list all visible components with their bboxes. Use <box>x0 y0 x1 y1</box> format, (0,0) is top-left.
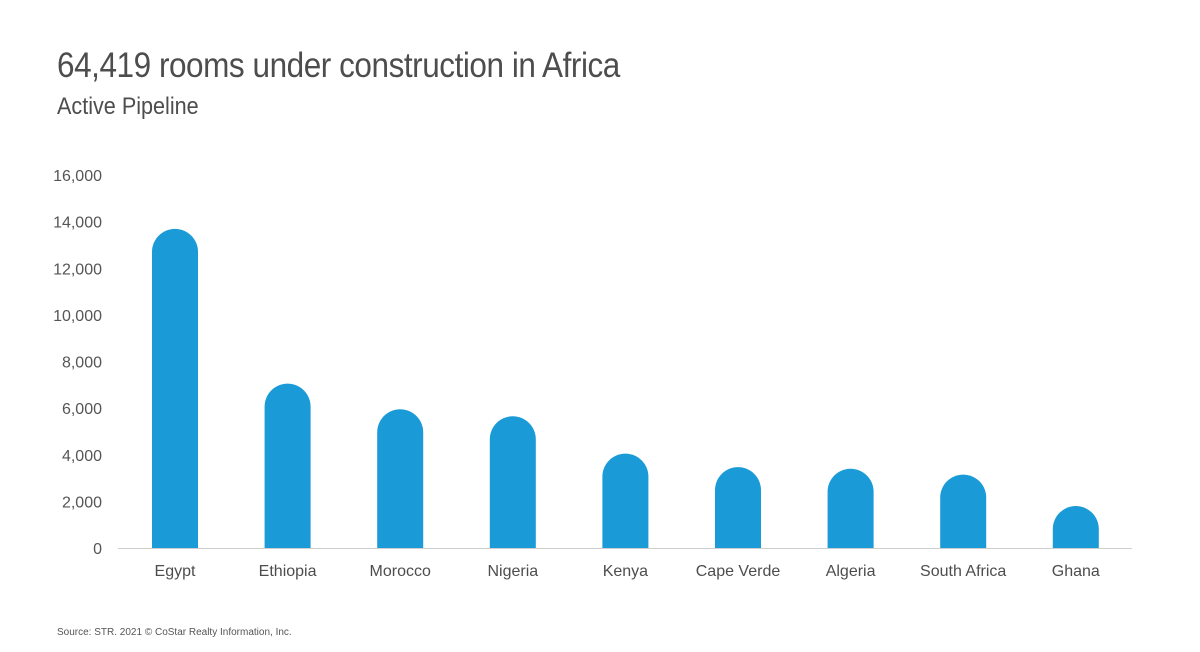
bar-egypt <box>152 228 198 549</box>
bar-ghana <box>1052 506 1099 548</box>
x-tick-label: Algeria <box>826 563 876 580</box>
y-tick-label: 6,000 <box>62 401 102 418</box>
x-tick-label: Kenya <box>603 563 648 580</box>
y-axis-ticks: 0 2,000 4,000 6,000 8,000 10,000 12,000 14,000 1… <box>53 168 102 558</box>
bar-algeria <box>827 468 874 548</box>
y-tick-label: 8,000 <box>62 355 102 372</box>
chart-subtitle: Active Pipeline <box>57 93 199 120</box>
x-axis-labels: Egypt Ethiopia Morocco Nigeria Kenya Cape Ver… <box>155 563 1100 580</box>
y-tick-label: 0 <box>93 541 102 558</box>
bar-kenya <box>602 453 649 548</box>
y-tick-label: 2,000 <box>62 494 102 511</box>
y-tick-label: 14,000 <box>53 215 102 232</box>
x-tick-label: Nigeria <box>487 563 538 580</box>
x-tick-label: Egypt <box>155 563 196 580</box>
x-tick-label: Morocco <box>370 563 431 580</box>
bar-cape-verde <box>715 467 761 548</box>
bar-south-africa <box>940 474 987 548</box>
y-tick-label: 16,000 <box>53 168 102 185</box>
bar-nigeria <box>489 416 536 548</box>
y-tick-label: 10,000 <box>53 308 102 325</box>
y-tick-label: 12,000 <box>53 261 102 278</box>
x-tick-label: South Africa <box>920 563 1006 580</box>
bars-group <box>152 228 1099 549</box>
y-tick-label: 4,000 <box>62 448 102 465</box>
x-tick-label: Ethiopia <box>259 563 317 580</box>
source-note: Source: STR. 2021 © CoStar Realty Inform… <box>57 627 292 638</box>
bar-ethiopia <box>264 383 311 548</box>
chart-title: 64,419 rooms under construction in Afric… <box>57 46 620 85</box>
bar-morocco <box>377 409 424 548</box>
x-tick-label: Ghana <box>1052 563 1100 580</box>
x-tick-label: Cape Verde <box>696 563 781 580</box>
